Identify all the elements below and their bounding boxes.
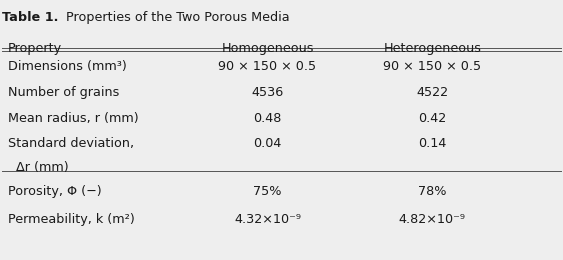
Text: 4.82×10⁻⁹: 4.82×10⁻⁹ bbox=[399, 213, 466, 226]
Text: 78%: 78% bbox=[418, 185, 446, 198]
Text: 0.48: 0.48 bbox=[253, 112, 282, 125]
Text: 90 × 150 × 0.5: 90 × 150 × 0.5 bbox=[218, 60, 316, 73]
Text: Property: Property bbox=[8, 42, 62, 55]
Text: 75%: 75% bbox=[253, 185, 282, 198]
Text: Mean radius, r (mm): Mean radius, r (mm) bbox=[8, 112, 138, 125]
Text: Δr (mm): Δr (mm) bbox=[8, 161, 68, 174]
Text: Permeability, k (m²): Permeability, k (m²) bbox=[8, 213, 135, 226]
Text: Properties of the Two Porous Media: Properties of the Two Porous Media bbox=[62, 11, 289, 24]
Text: 4536: 4536 bbox=[252, 86, 284, 99]
Text: 4522: 4522 bbox=[416, 86, 449, 99]
Text: 0.04: 0.04 bbox=[253, 137, 282, 150]
Text: Dimensions (mm³): Dimensions (mm³) bbox=[8, 60, 127, 73]
Text: 4.32×10⁻⁹: 4.32×10⁻⁹ bbox=[234, 213, 301, 226]
Text: Standard deviation,: Standard deviation, bbox=[8, 137, 134, 150]
Text: Homogeneous: Homogeneous bbox=[221, 42, 314, 55]
Text: Heterogeneous: Heterogeneous bbox=[383, 42, 481, 55]
Text: 0.42: 0.42 bbox=[418, 112, 446, 125]
Text: 0.14: 0.14 bbox=[418, 137, 446, 150]
Text: Table 1.: Table 1. bbox=[2, 11, 59, 24]
Text: Porosity, Φ (−): Porosity, Φ (−) bbox=[8, 185, 101, 198]
Text: 90 × 150 × 0.5: 90 × 150 × 0.5 bbox=[383, 60, 481, 73]
Text: Number of grains: Number of grains bbox=[8, 86, 119, 99]
